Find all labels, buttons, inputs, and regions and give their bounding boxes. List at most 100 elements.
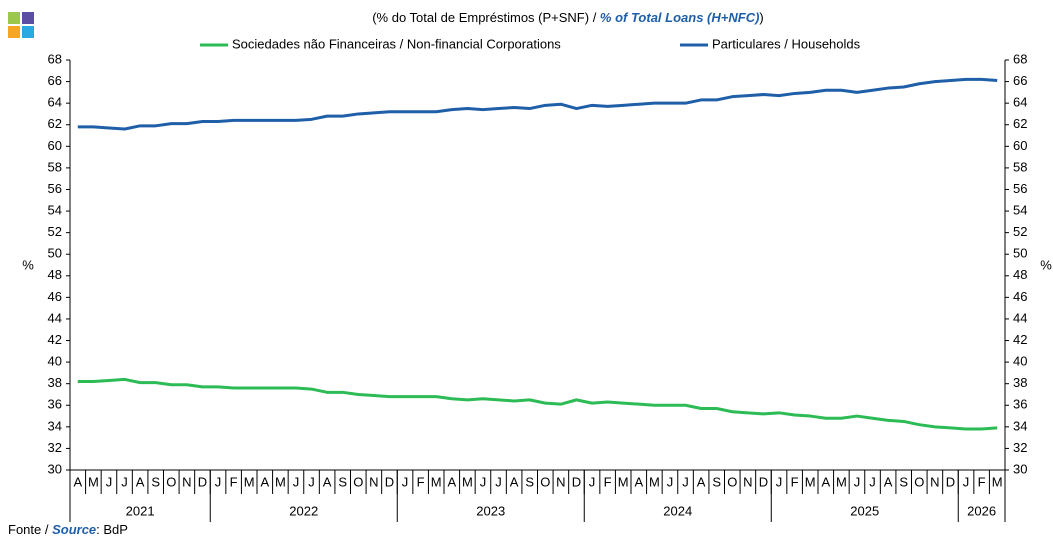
x-tick-label: D <box>572 474 581 489</box>
y-tick-label: 42 <box>48 332 62 347</box>
x-tick-label: F <box>791 474 799 489</box>
title-end: ) <box>759 10 763 25</box>
x-tick-label: M <box>275 474 286 489</box>
y2-tick-label: 32 <box>1013 440 1027 455</box>
y-tick-label: 34 <box>48 418 62 433</box>
y2-tick-label: 42 <box>1013 332 1027 347</box>
y2-tick-label: 62 <box>1013 116 1027 131</box>
x-tick-label: M <box>431 474 442 489</box>
x-tick-label: N <box>182 474 191 489</box>
y-tick-label: 54 <box>48 202 62 217</box>
x-tick-label: J <box>682 474 689 489</box>
x-tick-label: O <box>727 474 737 489</box>
y2-tick-label: 64 <box>1013 95 1027 110</box>
x-tick-label: J <box>869 474 876 489</box>
x-tick-label: A <box>447 474 456 489</box>
x-tick-label: M <box>836 474 847 489</box>
y2-tick-label: 30 <box>1013 461 1027 476</box>
y2-tick-label: 44 <box>1013 310 1027 325</box>
y2-tick-label: 58 <box>1013 159 1027 174</box>
y2-tick-label: 46 <box>1013 289 1027 304</box>
x-tick-label: M <box>649 474 660 489</box>
y-tick-label: 66 <box>48 73 62 88</box>
x-tick-label: N <box>556 474 565 489</box>
y-tick-label: 36 <box>48 397 62 412</box>
x-tick-label: O <box>914 474 924 489</box>
y-tick-label: 62 <box>48 116 62 131</box>
x-tick-label: A <box>697 474 706 489</box>
x-tick-label: S <box>338 474 347 489</box>
y-tick-label: 58 <box>48 159 62 174</box>
year-label: 2024 <box>663 503 692 518</box>
x-tick-label: O <box>166 474 176 489</box>
x-tick-label: S <box>712 474 721 489</box>
legend-label: Particulares / Households <box>712 36 861 51</box>
year-label: 2025 <box>850 503 879 518</box>
x-tick-label: F <box>230 474 238 489</box>
y-tick-label: 44 <box>48 310 62 325</box>
y-tick-label: 48 <box>48 267 62 282</box>
y2-tick-label: 52 <box>1013 224 1027 239</box>
source-end: : BdP <box>96 522 128 537</box>
title-en: % of Total Loans (H+NFC) <box>600 10 760 25</box>
x-tick-label: N <box>369 474 378 489</box>
logo <box>8 12 34 38</box>
x-tick-label: D <box>198 474 207 489</box>
x-tick-label: J <box>480 474 487 489</box>
x-tick-label: A <box>884 474 893 489</box>
y-tick-label: 52 <box>48 224 62 239</box>
x-tick-label: A <box>634 474 643 489</box>
year-label: 2022 <box>289 503 318 518</box>
x-tick-label: J <box>854 474 861 489</box>
x-tick-label: M <box>992 474 1003 489</box>
x-tick-label: J <box>293 474 300 489</box>
x-tick-label: S <box>151 474 160 489</box>
y2-tick-label: 54 <box>1013 202 1027 217</box>
x-tick-label: F <box>604 474 612 489</box>
y-tick-label: 68 <box>48 51 62 66</box>
legend-label: Sociedades não Financeiras / Non-financi… <box>232 36 561 51</box>
x-tick-label: M <box>805 474 816 489</box>
x-tick-label: N <box>930 474 939 489</box>
year-label: 2021 <box>126 503 155 518</box>
source-en: Source <box>52 522 96 537</box>
x-tick-label: J <box>215 474 222 489</box>
x-tick-label: M <box>618 474 629 489</box>
series-line <box>77 77 998 131</box>
x-tick-label: M <box>462 474 473 489</box>
x-tick-label: J <box>589 474 596 489</box>
x-tick-label: A <box>510 474 519 489</box>
y-tick-label: 32 <box>48 440 62 455</box>
x-tick-label: J <box>963 474 970 489</box>
x-tick-label: A <box>73 474 82 489</box>
y2-tick-label: 50 <box>1013 246 1027 261</box>
y-tick-label: 40 <box>48 354 62 369</box>
y2-tick-label: 68 <box>1013 51 1027 66</box>
x-tick-label: A <box>136 474 145 489</box>
x-tick-label: N <box>743 474 752 489</box>
y2-tick-label: 36 <box>1013 397 1027 412</box>
x-tick-label: J <box>495 474 502 489</box>
y-tick-label: 46 <box>48 289 62 304</box>
y-tick-label: 30 <box>48 461 62 476</box>
x-tick-label: J <box>667 474 674 489</box>
year-label: 2026 <box>967 503 996 518</box>
y2-tick-label: 34 <box>1013 418 1027 433</box>
y2-tick-label: 56 <box>1013 181 1027 196</box>
y2-tick-label: 60 <box>1013 138 1027 153</box>
y-tick-label: 38 <box>48 375 62 390</box>
x-tick-label: D <box>946 474 955 489</box>
source: Fonte / Source: BdP <box>8 522 128 537</box>
chart-title: (% do Total de Empréstimos (P+SNF) / % o… <box>372 10 764 25</box>
y-tick-label: 50 <box>48 246 62 261</box>
x-tick-label: J <box>402 474 409 489</box>
x-tick-label: D <box>385 474 394 489</box>
x-tick-label: M <box>88 474 99 489</box>
y-axis-label: % <box>22 257 34 272</box>
source-pt: Fonte / <box>8 522 52 537</box>
y-tick-label: 64 <box>48 95 62 110</box>
x-tick-label: S <box>525 474 534 489</box>
x-tick-label: M <box>244 474 255 489</box>
x-tick-label: F <box>978 474 986 489</box>
